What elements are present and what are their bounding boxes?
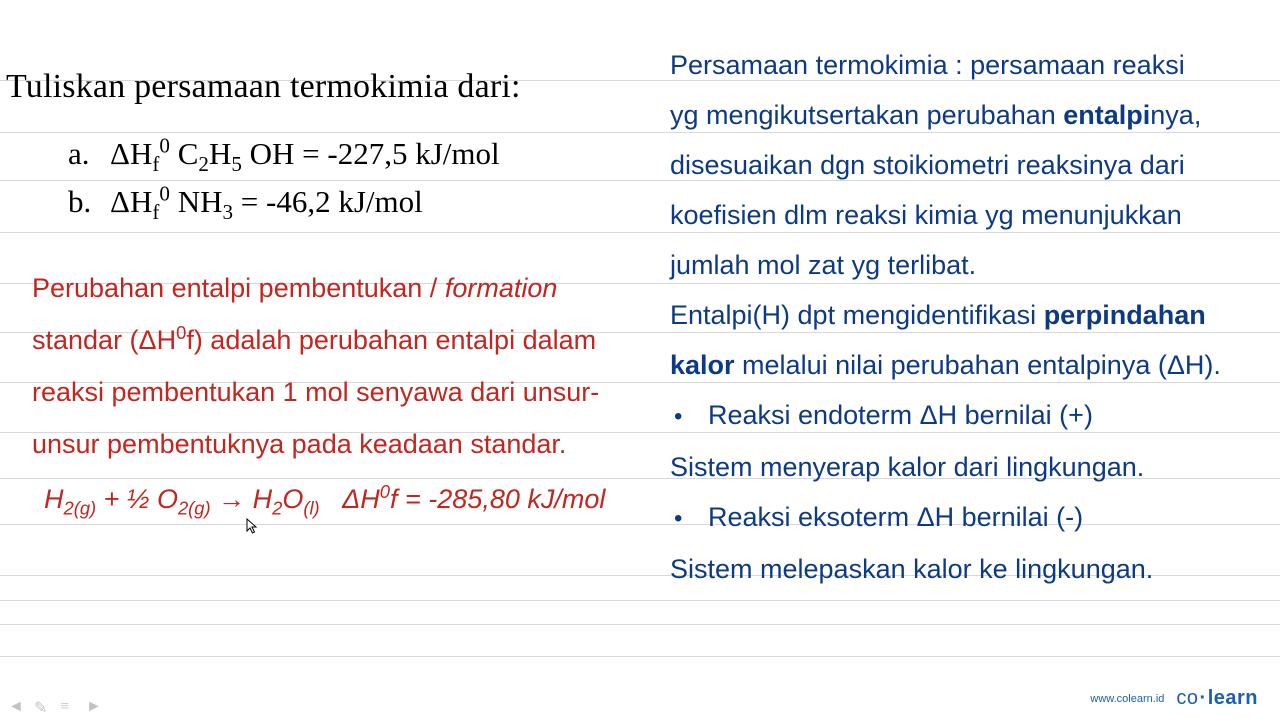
r-line-4: koefisien dlm reaksi kimia yg menunjukka… (670, 190, 1262, 240)
r-sys-1: Sistem menyerap kalor dari lingkungan. (670, 442, 1262, 492)
left-column: Tuliskan persamaan termokimia dari: a. Δ… (0, 0, 660, 720)
page-title: Tuliskan persamaan termokimia dari: (6, 68, 652, 106)
right-column: Persamaan termokimia : persamaan reaksi … (660, 0, 1280, 720)
item-a: a. ΔHf0 C2H5 OH = -227,5 kJ/mol (68, 136, 652, 172)
r-line-2: yg mengikutsertakan perubahan entalpinya… (670, 90, 1262, 140)
item-b-label: b. (68, 184, 104, 220)
bullet-ekso: • Reaksi eksoterm ΔH bernilai (-) (670, 492, 1262, 544)
def-line-3: reaksi pembentukan 1 mol senyawa dari un… (32, 366, 644, 418)
pen-icon[interactable]: ✎ (34, 698, 48, 712)
def-line-2: standar (ΔH0f) adalah perubahan entalpi … (32, 314, 644, 366)
toolbar: ◄ ✎ ≡ ► (8, 698, 100, 712)
logo-learn: learn (1208, 687, 1258, 709)
item-b: b. ΔHf0 NH3 = -46,2 kJ/mol (68, 184, 652, 220)
footer-logo: co·learn (1176, 687, 1258, 709)
item-b-formula: ΔHf0 NH3 = -46,2 kJ/mol (110, 184, 423, 219)
def-equation: H2(g) + ½ O2(g) → H2O(l) ΔH0f = -285,80 … (32, 484, 644, 515)
footer-url: www.colearn.id (1090, 693, 1164, 705)
cursor-icon (246, 518, 260, 541)
menu-icon[interactable]: ≡ (60, 698, 74, 712)
logo-co: co (1176, 687, 1198, 709)
arrow-left-icon[interactable]: ◄ (8, 698, 22, 712)
r-line-7: kalor melalui nilai perubahan entalpinya… (670, 340, 1262, 390)
r-line-6: Entalpi(H) dpt mengidentifikasi perpinda… (670, 290, 1262, 340)
def-line-4: unsur pembentuknya pada keadaan standar. (32, 418, 644, 470)
content: Tuliskan persamaan termokimia dari: a. Δ… (0, 0, 1280, 720)
bullet-dot-icon: • (670, 494, 708, 544)
r-sys-2: Sistem melepaskan kalor ke lingkungan. (670, 544, 1262, 594)
r-line-1: Persamaan termokimia : persamaan reaksi (670, 40, 1262, 90)
arrow-right-icon[interactable]: ► (86, 698, 100, 712)
def-line-1: Perubahan entalpi pembentukan / formatio… (32, 262, 644, 314)
definition-block: Perubahan entalpi pembentukan / formatio… (6, 262, 652, 515)
r-line-3: disesuaikan dgn stoikiometri reaksinya d… (670, 140, 1262, 190)
bullet-endo: • Reaksi endoterm ΔH bernilai (+) (670, 390, 1262, 442)
item-a-formula: ΔHf0 C2H5 OH = -227,5 kJ/mol (110, 136, 500, 171)
bullet-ekso-text: Reaksi eksoterm ΔH bernilai (-) (708, 492, 1083, 542)
bullet-dot-icon: • (670, 392, 708, 442)
logo-dot-icon: · (1199, 687, 1208, 709)
r-line-5: jumlah mol zat yg terlibat. (670, 240, 1262, 290)
footer: www.colearn.id co·learn (1090, 687, 1258, 710)
item-a-label: a. (68, 136, 104, 172)
bullet-endo-text: Reaksi endoterm ΔH bernilai (+) (708, 390, 1093, 440)
